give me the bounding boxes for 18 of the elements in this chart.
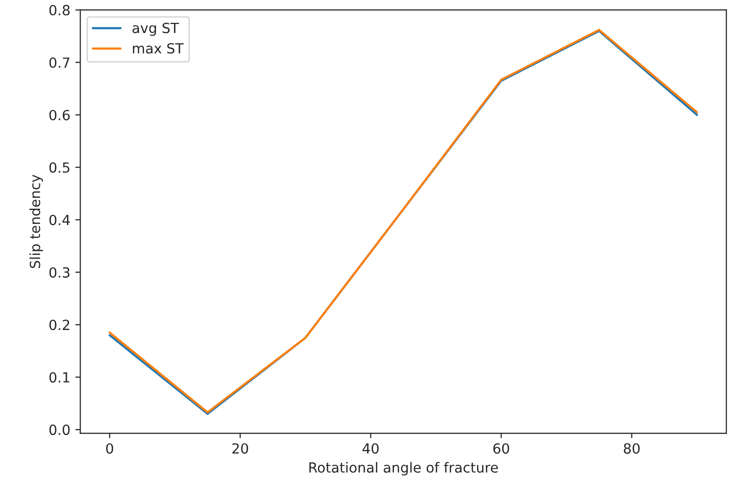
y-tick-label: 0.1 bbox=[49, 372, 70, 383]
y-tick-label: 0.7 bbox=[49, 57, 70, 68]
x-tick-label: 60 bbox=[493, 443, 510, 454]
y-axis-title: Slip tendency bbox=[29, 174, 43, 268]
y-tick-label: 0.2 bbox=[49, 320, 70, 330]
legend-label: max ST bbox=[132, 43, 184, 54]
y-tick-label: 0.3 bbox=[49, 267, 70, 278]
y-tick-label: 0.8 bbox=[49, 4, 70, 16]
legend-label: avg ST bbox=[132, 22, 179, 36]
y-tick-label: 0.6 bbox=[49, 110, 70, 120]
x-axis-title: Rotational angle of fracture bbox=[309, 462, 498, 476]
x-tick-label: 80 bbox=[624, 443, 640, 454]
x-tick-label: 40 bbox=[362, 443, 379, 454]
x-tick-label: 20 bbox=[232, 443, 248, 454]
y-tick-label: 0.0 bbox=[49, 424, 70, 436]
y-tick-label: 0.4 bbox=[49, 214, 70, 226]
x-tick-label: 0 bbox=[106, 443, 114, 454]
y-tick-label: 0.5 bbox=[49, 162, 70, 173]
